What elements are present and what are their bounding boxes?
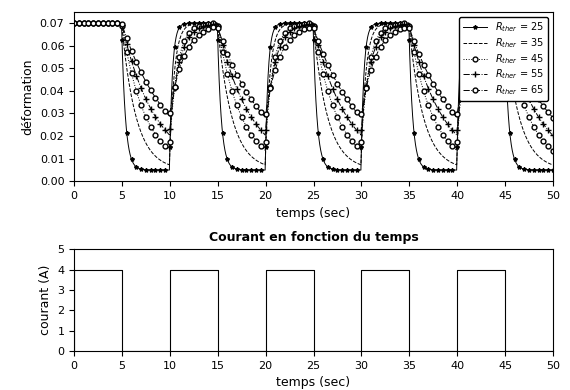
$R_{ther}$ = 25: [494, 21, 501, 25]
Title: Courant en fonction du temps: Courant en fonction du temps: [209, 231, 418, 244]
$R_{ther}$ = 25: [461, 29, 468, 34]
$R_{ther}$ = 25: [549, 168, 556, 172]
$R_{ther}$ = 35: [71, 21, 78, 25]
$R_{ther}$ = 25: [443, 168, 450, 172]
$R_{ther}$ = 65: [168, 102, 175, 107]
$R_{ther}$ = 45: [71, 21, 78, 25]
$R_{ther}$ = 35: [168, 116, 175, 121]
$R_{ther}$ = 35: [549, 163, 556, 167]
$R_{ther}$ = 25: [100, 21, 107, 25]
$R_{ther}$ = 45: [526, 116, 533, 121]
$R_{ther}$ = 45: [443, 138, 450, 143]
$R_{ther}$ = 35: [443, 158, 450, 162]
$R_{ther}$ = 65: [494, 26, 501, 31]
$R_{ther}$ = 35: [461, 46, 468, 51]
$R_{ther}$ = 55: [168, 112, 175, 117]
$R_{ther}$ = 65: [549, 115, 556, 120]
Legend: $R_{ther}$ = 25, $R_{ther}$ = 35, $R_{ther}$ = 45, $R_{ther}$ = 55, $R_{ther}$ =: $R_{ther}$ = 25, $R_{ther}$ = 35, $R_{th…: [459, 16, 548, 101]
$R_{ther}$ = 65: [461, 74, 468, 79]
$R_{ther}$ = 55: [526, 98, 533, 103]
$R_{ther}$ = 65: [443, 103, 450, 108]
$R_{ther}$ = 45: [461, 65, 468, 69]
$R_{ther}$ = 55: [443, 121, 450, 126]
$R_{ther}$ = 35: [100, 21, 107, 25]
X-axis label: temps (sec): temps (sec): [276, 376, 351, 389]
$R_{ther}$ = 25: [526, 167, 533, 172]
Line: $R_{ther}$ = 35: $R_{ther}$ = 35: [74, 23, 553, 165]
$R_{ther}$ = 35: [526, 142, 533, 146]
$R_{ther}$ = 25: [168, 96, 175, 101]
$R_{ther}$ = 55: [494, 22, 501, 27]
Y-axis label: déformation: déformation: [21, 58, 34, 135]
Line: $R_{ther}$ = 25: $R_{ther}$ = 25: [72, 21, 555, 172]
X-axis label: temps (sec): temps (sec): [276, 207, 351, 220]
$R_{ther}$ = 35: [494, 21, 501, 25]
$R_{ther}$ = 45: [494, 21, 501, 26]
$R_{ther}$ = 55: [100, 21, 107, 25]
$R_{ther}$ = 65: [71, 21, 78, 25]
$R_{ther}$ = 55: [461, 69, 468, 73]
Line: $R_{ther}$ = 65: $R_{ther}$ = 65: [72, 21, 555, 120]
$R_{ther}$ = 45: [100, 21, 107, 25]
Line: $R_{ther}$ = 45: $R_{ther}$ = 45: [72, 21, 555, 153]
$R_{ther}$ = 65: [526, 82, 533, 87]
$R_{ther}$ = 45: [549, 148, 556, 153]
$R_{ther}$ = 55: [549, 133, 556, 138]
$R_{ther}$ = 65: [100, 21, 107, 25]
$R_{ther}$ = 45: [168, 120, 175, 124]
Line: $R_{ther}$ = 55: $R_{ther}$ = 55: [71, 20, 556, 138]
$R_{ther}$ = 55: [71, 21, 78, 25]
Y-axis label: courant (A): courant (A): [39, 265, 52, 335]
$R_{ther}$ = 25: [71, 21, 78, 25]
